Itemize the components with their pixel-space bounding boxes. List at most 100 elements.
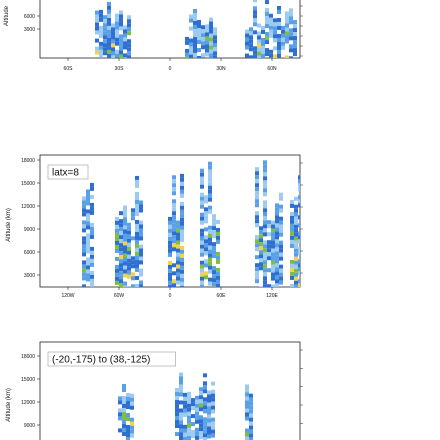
x-tick-label: 60E bbox=[217, 293, 227, 299]
heatmap-cell bbox=[126, 429, 130, 434]
heatmap-cell bbox=[139, 248, 143, 253]
heatmap-cell bbox=[123, 41, 127, 46]
heatmap-cell bbox=[130, 421, 134, 426]
heatmap-cell bbox=[263, 252, 267, 257]
heatmap-cell bbox=[200, 240, 204, 245]
heatmap-cell bbox=[205, 28, 209, 33]
heatmap-cell bbox=[245, 408, 249, 413]
heatmap-cell bbox=[82, 264, 86, 269]
heatmap-cell bbox=[245, 33, 249, 38]
heatmap-cell bbox=[263, 192, 267, 197]
heatmap-cell bbox=[298, 231, 300, 236]
heatmap-cell bbox=[127, 222, 131, 227]
heatmap-cell bbox=[193, 28, 197, 33]
heatmap-cell bbox=[123, 233, 127, 238]
heatmap-cell bbox=[245, 400, 249, 405]
heatmap-cell bbox=[127, 230, 131, 235]
heatmap-cell bbox=[179, 376, 183, 381]
heatmap-cell bbox=[271, 244, 275, 249]
heatmap-cell bbox=[130, 429, 134, 434]
heatmap-cell bbox=[95, 14, 99, 19]
heatmap-cell bbox=[298, 183, 300, 188]
heatmap-cell bbox=[253, 50, 257, 55]
heatmap-cell bbox=[267, 240, 271, 245]
heatmap-cell bbox=[168, 260, 172, 265]
heatmap-cell bbox=[207, 410, 211, 415]
heatmap-cell bbox=[200, 260, 204, 265]
heatmap-cell bbox=[294, 248, 298, 253]
heatmap-cell bbox=[185, 56, 189, 58]
heatmap-cell bbox=[123, 37, 127, 42]
heatmap-cell bbox=[275, 231, 279, 236]
heatmap-cell bbox=[245, 432, 249, 437]
heatmap-cell bbox=[208, 161, 212, 166]
heatmap-cell bbox=[257, 51, 261, 56]
heatmap-cell bbox=[135, 255, 139, 260]
heatmap-cell bbox=[123, 25, 127, 30]
heatmap-cell bbox=[168, 272, 172, 277]
heatmap-cell bbox=[204, 251, 208, 256]
heatmap-cell bbox=[281, 41, 285, 46]
heatmap-cell bbox=[191, 406, 195, 411]
heatmap-cell bbox=[207, 402, 211, 407]
heatmap-cell bbox=[193, 16, 197, 21]
heatmap-cell bbox=[168, 232, 172, 237]
heatmap-cell bbox=[115, 244, 119, 249]
heatmap-cell bbox=[179, 424, 183, 429]
heatmap-cell bbox=[103, 15, 107, 20]
heatmap-cell bbox=[130, 425, 134, 430]
heatmap-cell bbox=[86, 217, 90, 222]
heatmap-cell bbox=[127, 19, 131, 24]
heatmap-cell bbox=[267, 244, 271, 249]
heatmap-cell bbox=[263, 248, 267, 253]
heatmap-cell bbox=[263, 244, 267, 249]
heatmap-cell bbox=[211, 409, 215, 414]
heatmap-cell bbox=[212, 214, 216, 219]
heatmap-cell bbox=[95, 10, 99, 15]
heatmap-cell bbox=[123, 245, 127, 250]
heatmap-cell bbox=[277, 21, 281, 26]
heatmap-cell bbox=[123, 273, 127, 278]
heatmap-cell bbox=[180, 253, 184, 258]
heatmap-cell bbox=[204, 243, 208, 248]
heatmap-cell bbox=[302, 274, 306, 278]
heatmap-cell bbox=[213, 35, 217, 40]
heatmap-cell bbox=[172, 191, 176, 196]
heatmap-cell bbox=[139, 280, 143, 285]
heatmap-cell bbox=[216, 231, 220, 236]
heatmap-cell bbox=[271, 248, 275, 253]
heatmap-cell bbox=[204, 275, 208, 280]
heatmap-cell bbox=[200, 232, 204, 237]
heatmap-cell bbox=[213, 39, 217, 44]
heatmap-cell bbox=[257, 55, 261, 58]
heatmap-cell bbox=[122, 383, 126, 388]
heatmap-cell bbox=[172, 207, 176, 212]
heatmap-cell bbox=[199, 391, 203, 396]
heatmap-cell bbox=[275, 283, 279, 287]
heatmap-cell bbox=[294, 244, 298, 249]
heatmap-cell bbox=[271, 220, 275, 225]
heatmap-cell bbox=[82, 208, 86, 213]
heatmap-cell bbox=[191, 434, 195, 439]
heatmap-cell bbox=[253, 0, 257, 3]
heatmap-cell bbox=[187, 431, 191, 436]
heatmap-cell bbox=[118, 408, 122, 413]
heatmap-cell bbox=[172, 183, 176, 188]
heatmap-cell bbox=[208, 245, 212, 250]
heatmap-cell bbox=[275, 211, 279, 216]
heatmap-cell bbox=[204, 235, 208, 240]
heatmap-cell bbox=[271, 276, 275, 281]
heatmap-cell bbox=[269, 25, 273, 30]
heatmap-cell bbox=[195, 395, 199, 400]
heatmap-cell bbox=[86, 193, 90, 198]
heatmap-cell bbox=[302, 254, 306, 258]
heatmap-cell bbox=[123, 217, 127, 222]
heatmap-cell bbox=[294, 260, 298, 265]
heatmap-cell bbox=[271, 268, 275, 273]
heatmap-cell bbox=[298, 175, 300, 180]
heatmap-cell bbox=[119, 283, 123, 287]
heatmap-cell bbox=[212, 270, 216, 275]
heatmap-cell bbox=[82, 276, 86, 281]
heatmap-cell bbox=[168, 240, 172, 245]
